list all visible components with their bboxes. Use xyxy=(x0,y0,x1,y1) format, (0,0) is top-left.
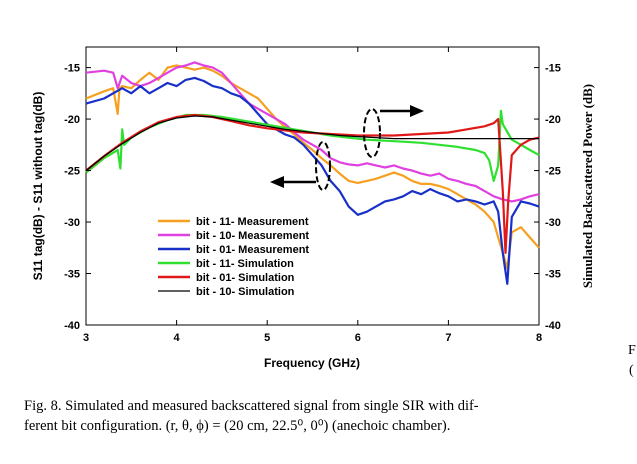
y-axis-left-label: S11 tag(dB) - S11 without tag(dB) xyxy=(31,92,45,281)
x-tick-label: 3 xyxy=(83,332,89,344)
caption-line-1: Fig. 8. Simulated and measured backscatt… xyxy=(24,398,479,414)
annotation-ellipse-left xyxy=(315,141,331,191)
x-axis-ticks: 3 4 5 6 7 8 xyxy=(83,47,542,344)
legend-label: bit - 10- Measurement xyxy=(196,230,309,242)
series-layer xyxy=(85,61,540,285)
x-tick-label: 4 xyxy=(174,332,181,344)
chart: 3 4 5 6 7 8 -15 -20 -25 -30 -35 -40 -15 -20 -25 -30 -3… xyxy=(31,46,595,370)
y-tick-label-right: -40 xyxy=(545,320,561,332)
legend-label: bit - 10- Simulation xyxy=(196,286,295,298)
series-line-2 xyxy=(85,61,540,203)
y-axis-right-label: Simulated Backscattered Power (dB) xyxy=(580,84,595,288)
y-tick-label-left: -35 xyxy=(64,269,80,281)
legend-label: bit - 11- Simulation xyxy=(196,258,294,270)
x-tick-label: 7 xyxy=(445,332,451,344)
y-tick-label-left: -20 xyxy=(64,114,80,126)
y-tick-label-right: -30 xyxy=(545,217,561,229)
plot-area xyxy=(85,46,540,326)
y-tick-label-right: -20 xyxy=(545,114,561,126)
caption-line-2: ferent bit configuration. (r, θ, ϕ) = (2… xyxy=(24,418,451,434)
x-tick-label: 6 xyxy=(355,332,361,344)
y-axis-left-ticks: -15 -20 -25 -30 -35 -40 xyxy=(64,63,91,332)
x-tick-label: 8 xyxy=(536,332,542,344)
series-line-3 xyxy=(85,76,540,285)
y-tick-label-left: -40 xyxy=(64,320,80,332)
series-line-6 xyxy=(85,115,539,172)
arrow-left-icon xyxy=(270,176,316,188)
cropped-text-f: F xyxy=(628,343,636,358)
y-tick-label-right: -15 xyxy=(545,63,561,75)
arrow-right-icon xyxy=(380,105,424,117)
y-tick-label-left: -15 xyxy=(64,63,80,75)
cropped-text-paren: ( xyxy=(629,363,634,378)
y-tick-label-right: -35 xyxy=(545,269,561,281)
figure-caption: Fig. 8. Simulated and measured backscatt… xyxy=(24,396,604,436)
y-tick-label-left: -30 xyxy=(64,217,80,229)
legend: bit - 11- Measurement bit - 10- Measureme… xyxy=(158,216,309,298)
x-tick-label: 5 xyxy=(264,332,270,344)
legend-label: bit - 01- Measurement xyxy=(196,244,309,256)
legend-label: bit - 11- Measurement xyxy=(196,216,309,228)
y-tick-label-right: -25 xyxy=(545,166,561,178)
series-line-5 xyxy=(85,113,540,254)
y-axis-right-ticks: -15 -20 -25 -30 -35 -40 xyxy=(534,63,561,332)
annotation-ellipse-right xyxy=(363,108,381,158)
y-tick-label-left: -25 xyxy=(64,166,80,178)
legend-label: bit - 01- Simulation xyxy=(196,272,295,284)
x-axis-label: Frequency (GHz) xyxy=(264,356,360,370)
